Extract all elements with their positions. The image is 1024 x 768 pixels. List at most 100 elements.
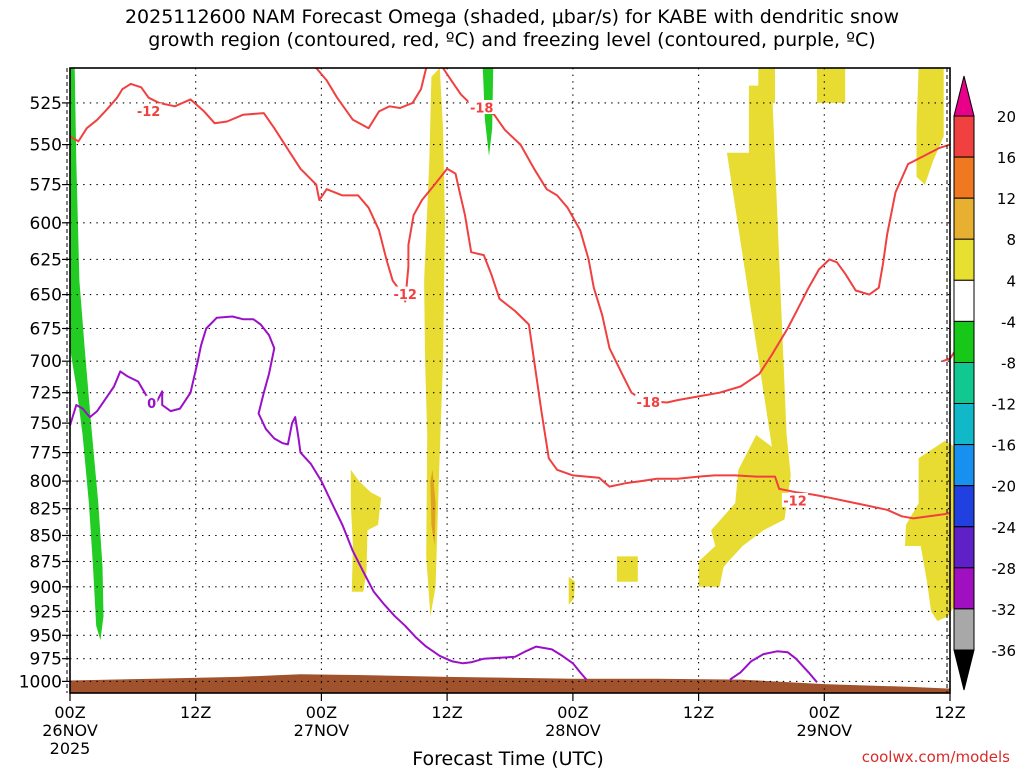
colorbar-segment [953,115,975,158]
y-tick-label: 725 [30,384,62,404]
colorbar-bottom-triangle [953,649,975,691]
colorbar-label: 20 [997,108,1016,126]
site-credit: coolwx.com/models [861,748,1010,766]
y-tick-label: 575 [30,176,62,196]
y-axis: 525 550 575 600 625 650 675 700 725 750 775 800 825 8… [19,94,70,692]
omega-region-3 [424,68,445,617]
contour-layer [69,67,957,683]
y-tick-label: 600 [30,214,62,234]
colorbar-label: 16 [997,149,1016,167]
freezing-contour-a [69,315,588,681]
y-tick-label: 650 [30,286,62,306]
x-tick-label: 28NOV [545,721,601,740]
contour-label-layer: -12 -18 -12 -18 -12 0 [135,100,809,510]
y-tick-label: 925 [30,602,62,622]
x-tick-label: 2025 [50,739,91,758]
y-tick-label: 550 [30,136,62,156]
colorbar-label: -12 [992,396,1017,414]
colorbar-segment [953,362,975,405]
colorbar-segment [953,567,975,610]
plot-frame [69,67,951,694]
frame-layer [66,67,951,694]
y-tick-label: 900 [30,578,62,598]
x-tick-label: 00Z [306,703,337,722]
y-tick-label: 850 [30,527,62,547]
dgz-contour-minus12 [69,82,951,520]
contour-label-bg [135,103,162,118]
colorbar-label: 12 [997,190,1016,208]
y-tick-label: 975 [30,650,62,670]
grid-layer [69,68,951,693]
colorbar-segment [953,197,975,240]
contour-label: -12 [393,288,417,303]
contour-label-bg [468,100,495,114]
y-tick-label: 525 [30,94,62,114]
y-tick-label: 700 [30,352,62,372]
colorbar-label: -16 [992,437,1017,455]
colorbar-segment [953,526,975,569]
omega-region-12 [817,68,846,103]
x-tick-label: 26NOV [42,721,98,740]
colorbar-segment [953,608,975,651]
contour-label-bg [635,394,662,409]
y-tick-label: 675 [30,320,62,340]
colorbar-label: -28 [992,560,1017,578]
colorbar: 20 16 12 8 4 -4 -8 -12 -16 -20 -24 -28 -32 -36 [953,75,1017,691]
x-tick-label: 29NOV [797,721,853,740]
colorbar-segment [953,279,975,322]
contour-label-bg [392,286,419,301]
colorbar-label: -32 [992,601,1017,619]
x-tick-label: 12Z [934,703,965,722]
omega-region-9 [916,68,944,185]
x-tick-label: 27NOV [294,721,350,740]
omega-region-6 [568,576,575,605]
colorbar-segment [953,485,975,528]
omega-region-4 [430,469,436,546]
omega-region-10 [905,440,956,622]
omega-region-1 [70,68,104,641]
contour-label: 0 [147,397,156,412]
colorbar-label: -20 [992,478,1017,496]
colorbar-segment [953,444,975,487]
colorbar-segment [953,156,975,199]
colorbar-label: -8 [1001,355,1016,373]
colorbar-segment [953,320,975,363]
contour-label: -12 [137,105,161,120]
x-tick-label: 00Z [557,703,588,722]
contour-label: -12 [783,495,807,510]
contour-label: -18 [637,396,661,411]
y-tick-label: 800 [30,472,62,492]
chart-title-line-1: 2025112600 NAM Forecast Omega (shaded, μ… [124,6,900,28]
omega-region-7 [616,556,638,582]
colorbar-label: 4 [1006,272,1016,290]
contour-label-bg [146,395,158,410]
y-tick-label: 1000 [19,672,62,692]
x-tick-label: 12Z [683,703,714,722]
x-tick-label: 12Z [431,703,462,722]
y-tick-label: 875 [30,553,62,573]
omega-region-11 [758,68,775,103]
colorbar-label: -24 [992,519,1017,537]
colorbar-label: 8 [1006,231,1016,249]
contour-label: -18 [470,102,494,117]
chart-title: 2025112600 NAM Forecast Omega (shaded, μ… [0,6,1024,52]
y-tick-label: 825 [30,500,62,520]
colorbar-label: -36 [992,642,1017,660]
omega-shading-layer [70,68,956,641]
colorbar-segment [953,403,975,446]
x-tick-label: 00Z [809,703,840,722]
x-tick-label: 00Z [54,703,85,722]
ground-shading [70,674,950,693]
x-axis-title: Forecast Time (UTC) [412,748,603,768]
omega-region-8 [698,85,791,587]
y-tick-label: 775 [30,444,62,464]
y-tick-label: 950 [30,626,62,646]
colorbar-segment [953,238,975,281]
ground-layer [70,674,950,693]
dgz-contour-minus18-c [942,350,957,363]
colorbar-label: -4 [1001,313,1016,331]
x-tick-label: 12Z [180,703,211,722]
chart-title-line-2: growth region (contoured, red, ºC) and f… [148,29,876,51]
